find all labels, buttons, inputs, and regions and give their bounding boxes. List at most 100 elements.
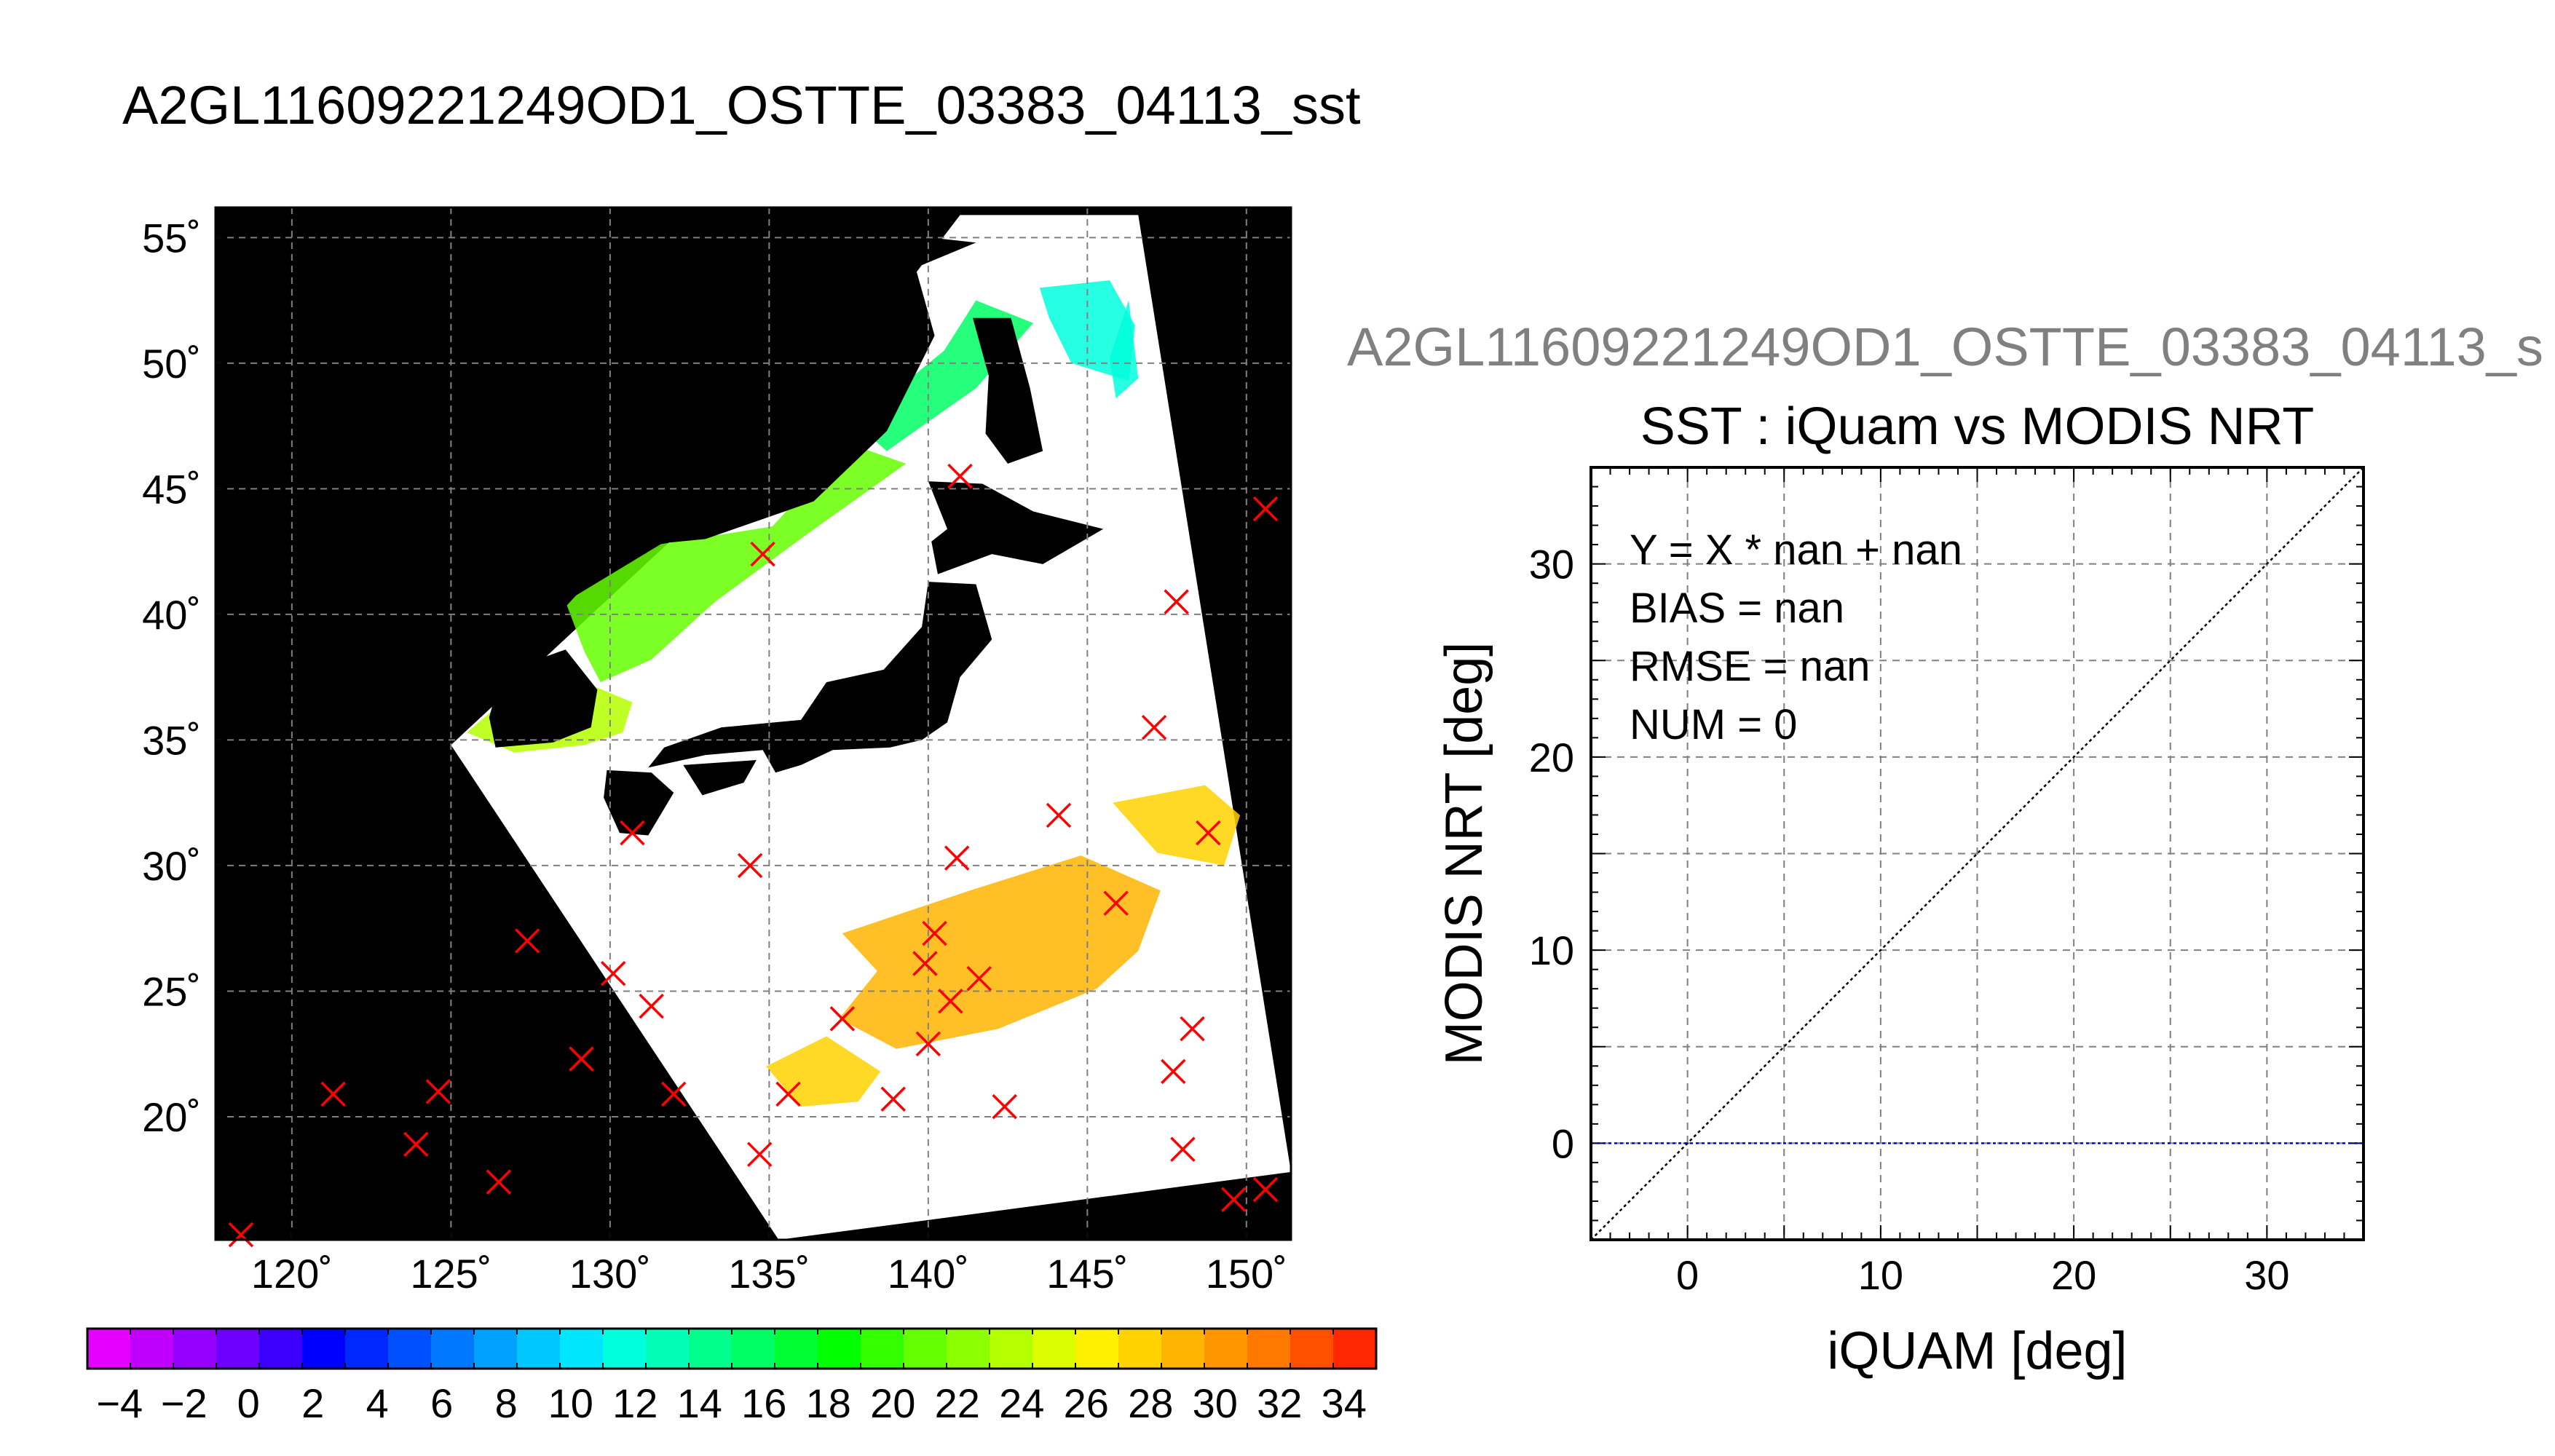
colorbar-tick-label: −2 <box>161 1380 208 1426</box>
scatter-x-axis-label: iQUAM [deg] <box>1827 1322 2127 1380</box>
colorbar-swatch <box>861 1329 904 1369</box>
colorbar-swatch <box>560 1329 604 1369</box>
colorbar-swatch <box>689 1329 732 1369</box>
marker-stroke <box>1252 1176 1279 1203</box>
map-y-tick-label: 55˚ <box>142 215 201 261</box>
marker-stroke <box>1103 890 1129 916</box>
scatter-x-tick-label: 0 <box>1676 1252 1699 1298</box>
observation-marker <box>775 1081 801 1107</box>
marker-stroke <box>880 1086 907 1112</box>
marker-stroke <box>620 820 645 846</box>
colorbar-tick-label: 8 <box>495 1380 518 1426</box>
sst-field-pacific-south <box>839 855 1161 1049</box>
land-mask-5 <box>604 769 674 836</box>
land-mask-7 <box>387 398 617 610</box>
colorbar-swatch <box>947 1329 990 1369</box>
marker-stroke <box>1141 714 1167 740</box>
colorbar-tick-label: 16 <box>741 1380 786 1426</box>
colorbar-swatch <box>1333 1329 1377 1369</box>
observation-marker <box>747 1142 773 1167</box>
observation-marker <box>829 1006 856 1032</box>
observation-marker <box>912 951 938 976</box>
main-title: A2GL11609221249OD1_OSTTE_03383_04113_sst <box>122 75 1361 135</box>
observation-marker <box>938 989 963 1014</box>
colorbar-tick-label: 24 <box>999 1380 1044 1426</box>
colorbar-swatch <box>259 1329 303 1369</box>
marker-stroke <box>661 1081 687 1107</box>
scatter-y-tick-label: 20 <box>1529 735 1574 780</box>
observation-marker <box>228 1222 254 1248</box>
colorbar-swatch <box>1075 1329 1119 1369</box>
colorbar-swatch <box>1247 1329 1291 1369</box>
observation-marker <box>1252 1176 1279 1203</box>
colorbar-tick-label: 10 <box>548 1380 593 1426</box>
map-y-tick-label: 25˚ <box>142 968 201 1014</box>
colorbar-swatch <box>1161 1329 1205 1369</box>
marker-stroke <box>515 928 540 954</box>
map-x-tick-label: 130˚ <box>569 1251 651 1297</box>
map-y-tick-label: 40˚ <box>142 592 201 638</box>
one-to-one-line <box>1590 467 2364 1241</box>
scatter-frame <box>1590 466 2365 1241</box>
marker-stroke <box>922 920 947 946</box>
marker-stroke <box>1180 1016 1205 1042</box>
colorbar-tick-label: −4 <box>96 1380 143 1426</box>
colorbar-swatch <box>173 1329 217 1369</box>
observation-marker <box>569 1046 594 1072</box>
colorbar-swatch <box>388 1329 432 1369</box>
colorbar-swatch <box>345 1329 389 1369</box>
marker-stroke <box>569 1046 594 1072</box>
colorbar-tick-label: 22 <box>935 1380 980 1426</box>
observation-marker <box>947 463 973 489</box>
colorbar-swatch <box>990 1329 1033 1369</box>
observation-marker <box>737 852 763 879</box>
marker-stroke <box>947 463 973 489</box>
sst-field-sea-of-okhotsk-far-east <box>1109 300 1139 399</box>
scatter-y-tick-label: 0 <box>1552 1120 1574 1166</box>
scatter-x-tick-label: 30 <box>2244 1252 2289 1298</box>
marker-stroke <box>1161 1059 1186 1085</box>
observation-marker <box>1170 1136 1196 1163</box>
colorbar-swatch <box>818 1329 861 1369</box>
map-x-tick-label: 125˚ <box>410 1251 491 1297</box>
colorbar-tick-label: 2 <box>301 1380 324 1426</box>
marker-stroke <box>320 1081 346 1107</box>
colorbar-tick-label: 14 <box>677 1380 722 1426</box>
observation-marker <box>661 1081 687 1107</box>
marker-stroke <box>403 1131 429 1158</box>
colorbar-swatch <box>775 1329 818 1369</box>
scatter-title: SST : iQuam vs MODIS NRT <box>1640 397 2315 456</box>
map-y-tick-label: 35˚ <box>142 717 201 763</box>
observation-marker <box>620 820 645 846</box>
land-mask-8 <box>530 215 976 547</box>
colorbar-tick-label: 26 <box>1064 1380 1109 1426</box>
marker-stroke <box>1252 496 1279 522</box>
colorbar-swatch <box>87 1329 131 1369</box>
observation-marker <box>1252 496 1279 522</box>
marker-stroke <box>600 961 626 986</box>
marker-stroke <box>639 993 664 1019</box>
scatter-x-tick-label: 10 <box>1858 1252 1903 1298</box>
colorbar-tick-label: 34 <box>1322 1380 1367 1426</box>
marker-stroke <box>775 1081 801 1107</box>
colorbar-swatch <box>1032 1329 1076 1369</box>
colorbar-tick-label: 0 <box>237 1380 260 1426</box>
marker-stroke <box>829 1006 856 1032</box>
marker-stroke <box>966 965 992 992</box>
observation-marker <box>1161 1059 1186 1085</box>
scatter-y-tick-label: 30 <box>1529 542 1574 587</box>
colorbar-swatch <box>904 1329 947 1369</box>
map-y-tick-label: 20˚ <box>142 1094 201 1140</box>
observation-marker <box>1046 802 1072 828</box>
colorbar-tick-label: 30 <box>1193 1380 1238 1426</box>
marker-stroke <box>992 1093 1017 1120</box>
marker-stroke <box>1221 1187 1247 1213</box>
map-y-tick-label: 30˚ <box>142 843 201 889</box>
map-x-tick-label: 120˚ <box>251 1251 333 1297</box>
observation-marker <box>966 965 992 992</box>
observation-marker <box>600 961 626 986</box>
marker-stroke <box>228 1222 254 1248</box>
stats-line-4: NUM = 0 <box>1630 701 1797 748</box>
